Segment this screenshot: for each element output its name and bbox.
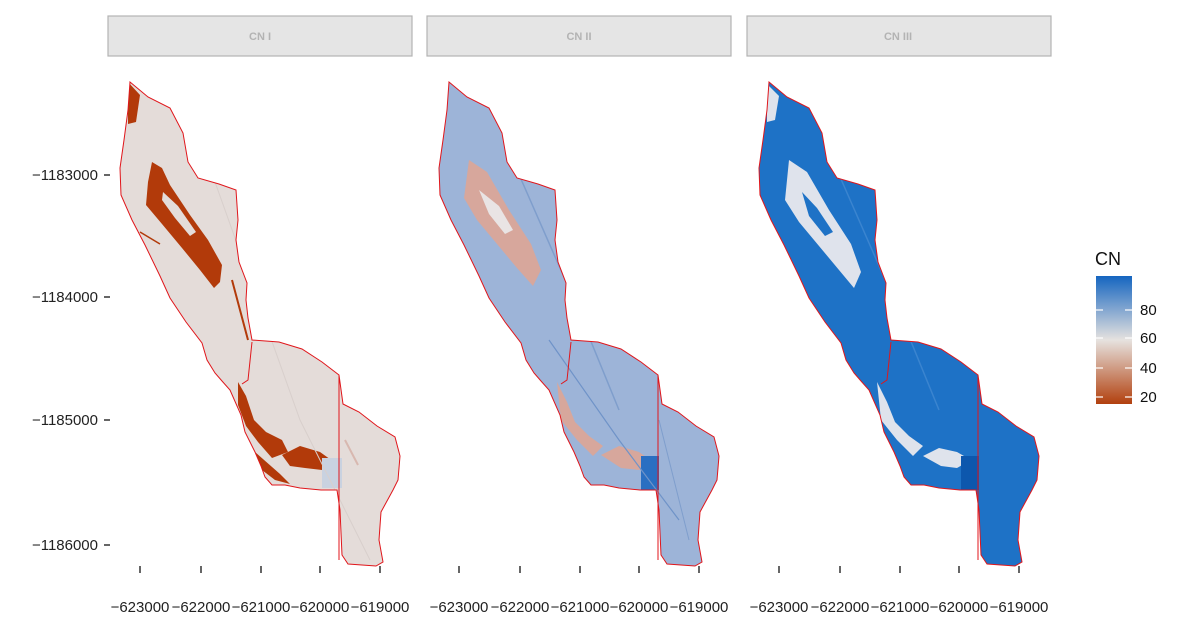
x-axis-cn1: −623000 −622000 −621000 −620000 −619000 <box>111 566 410 616</box>
facet-title-cn2: CN II <box>566 31 591 43</box>
facet-strip-cn3: CN III <box>746 15 1052 57</box>
x-tick-label: −622000 <box>811 599 870 616</box>
y-axis: −1183000 −1184000 −1185000 −1186000 <box>32 167 110 554</box>
legend-colorbar <box>1096 276 1132 404</box>
x-tick-label: −619000 <box>351 599 410 616</box>
y-tick-label: −1186000 <box>32 537 98 554</box>
x-axis-cn2: −623000 −622000 −621000 −620000 −619000 <box>430 566 729 616</box>
y-tick-label: −1183000 <box>32 167 98 184</box>
legend-ticks <box>1096 309 1132 398</box>
x-tick-label: −619000 <box>670 599 729 616</box>
map-panel-cn3 <box>758 81 1040 567</box>
x-tick-label: −621000 <box>232 599 291 616</box>
legend-label: 80 <box>1140 302 1157 319</box>
facet-title-cn1: CN I <box>249 31 271 43</box>
legend: CN 80 60 40 20 <box>1095 249 1157 406</box>
x-axis-cn3: −623000 −622000 −621000 −620000 −619000 <box>750 566 1049 616</box>
y-tick-label: −1185000 <box>32 412 98 429</box>
x-tick-label: −621000 <box>551 599 610 616</box>
facet-strip-cn2: CN II <box>426 15 732 57</box>
x-tick-label: −620000 <box>610 599 669 616</box>
x-tick-label: −622000 <box>172 599 231 616</box>
x-tick-label: −619000 <box>990 599 1049 616</box>
legend-label: 60 <box>1140 330 1157 347</box>
map-panel-cn1 <box>119 81 401 567</box>
x-tick-label: −620000 <box>930 599 989 616</box>
x-tick-label: −623000 <box>430 599 489 616</box>
x-tick-label: −621000 <box>871 599 930 616</box>
facet-title-cn3: CN III <box>884 31 912 43</box>
x-tick-label: −622000 <box>491 599 550 616</box>
legend-label: 20 <box>1140 389 1157 406</box>
legend-label: 40 <box>1140 360 1157 377</box>
x-tick-label: −620000 <box>291 599 350 616</box>
y-tick-label: −1184000 <box>32 289 98 306</box>
map-panel-cn2 <box>438 81 720 567</box>
facet-strip-cn1: CN I <box>107 15 413 57</box>
x-tick-label: −623000 <box>111 599 170 616</box>
x-tick-label: −623000 <box>750 599 809 616</box>
legend-title: CN <box>1095 249 1121 269</box>
